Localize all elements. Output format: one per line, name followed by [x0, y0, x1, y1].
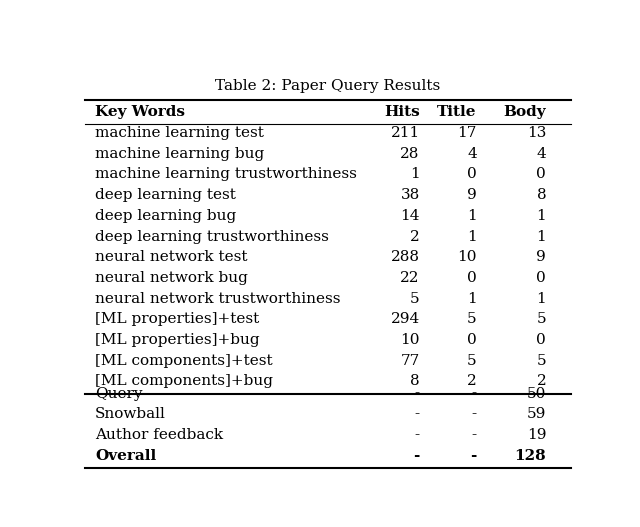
- Text: 0: 0: [536, 168, 547, 181]
- Text: 17: 17: [458, 126, 477, 140]
- Text: Key Words: Key Words: [95, 105, 185, 119]
- Text: neural network trustworthiness: neural network trustworthiness: [95, 291, 340, 306]
- Text: [ML properties]+bug: [ML properties]+bug: [95, 333, 259, 347]
- Text: -: -: [415, 386, 420, 401]
- Text: -: -: [472, 386, 477, 401]
- Text: 5: 5: [410, 291, 420, 306]
- Text: 1: 1: [536, 230, 547, 243]
- Text: Query: Query: [95, 386, 142, 401]
- Text: [ML components]+test: [ML components]+test: [95, 354, 273, 368]
- Text: Body: Body: [504, 105, 547, 119]
- Text: 0: 0: [467, 333, 477, 347]
- Text: deep learning bug: deep learning bug: [95, 209, 236, 223]
- Text: -: -: [415, 428, 420, 442]
- Text: 50: 50: [527, 386, 547, 401]
- Text: 10: 10: [458, 250, 477, 264]
- Text: 2: 2: [410, 230, 420, 243]
- Text: 1: 1: [536, 291, 547, 306]
- Text: 5: 5: [467, 354, 477, 368]
- Text: 38: 38: [401, 188, 420, 202]
- Text: 14: 14: [400, 209, 420, 223]
- Text: 1: 1: [536, 209, 547, 223]
- Text: machine learning test: machine learning test: [95, 126, 264, 140]
- Text: 9: 9: [467, 188, 477, 202]
- Text: -: -: [472, 428, 477, 442]
- Text: 10: 10: [400, 333, 420, 347]
- Text: 128: 128: [515, 448, 547, 463]
- Text: 9: 9: [536, 250, 547, 264]
- Text: 0: 0: [536, 271, 547, 285]
- Text: 59: 59: [527, 407, 547, 421]
- Text: -: -: [470, 448, 477, 463]
- Text: 2: 2: [536, 374, 547, 388]
- Text: neural network bug: neural network bug: [95, 271, 248, 285]
- Text: 1: 1: [467, 230, 477, 243]
- Text: 288: 288: [391, 250, 420, 264]
- Text: 77: 77: [401, 354, 420, 368]
- Text: Snowball: Snowball: [95, 407, 166, 421]
- Text: 28: 28: [401, 147, 420, 161]
- Text: 1: 1: [467, 291, 477, 306]
- Text: -: -: [415, 407, 420, 421]
- Text: deep learning test: deep learning test: [95, 188, 236, 202]
- Text: 22: 22: [400, 271, 420, 285]
- Text: 1: 1: [467, 209, 477, 223]
- Text: Author feedback: Author feedback: [95, 428, 223, 442]
- Text: 8: 8: [410, 374, 420, 388]
- Text: -: -: [413, 448, 420, 463]
- Text: Title: Title: [437, 105, 477, 119]
- Text: 2: 2: [467, 374, 477, 388]
- Text: 0: 0: [467, 168, 477, 181]
- Text: machine learning bug: machine learning bug: [95, 147, 264, 161]
- Text: machine learning trustworthiness: machine learning trustworthiness: [95, 168, 356, 181]
- Text: 8: 8: [536, 188, 547, 202]
- Text: [ML components]+bug: [ML components]+bug: [95, 374, 273, 388]
- Text: 5: 5: [536, 354, 547, 368]
- Text: 5: 5: [536, 313, 547, 326]
- Text: deep learning trustworthiness: deep learning trustworthiness: [95, 230, 329, 243]
- Text: 4: 4: [467, 147, 477, 161]
- Text: -: -: [472, 407, 477, 421]
- Text: 1: 1: [410, 168, 420, 181]
- Text: 19: 19: [527, 428, 547, 442]
- Text: neural network test: neural network test: [95, 250, 248, 264]
- Text: 0: 0: [467, 271, 477, 285]
- Text: [ML properties]+test: [ML properties]+test: [95, 313, 259, 326]
- Text: 4: 4: [536, 147, 547, 161]
- Text: Table 2: Paper Query Results: Table 2: Paper Query Results: [216, 80, 440, 93]
- Text: Hits: Hits: [384, 105, 420, 119]
- Text: 13: 13: [527, 126, 547, 140]
- Text: 5: 5: [467, 313, 477, 326]
- Text: Overall: Overall: [95, 448, 156, 463]
- Text: 0: 0: [536, 333, 547, 347]
- Text: 294: 294: [390, 313, 420, 326]
- Text: 211: 211: [390, 126, 420, 140]
